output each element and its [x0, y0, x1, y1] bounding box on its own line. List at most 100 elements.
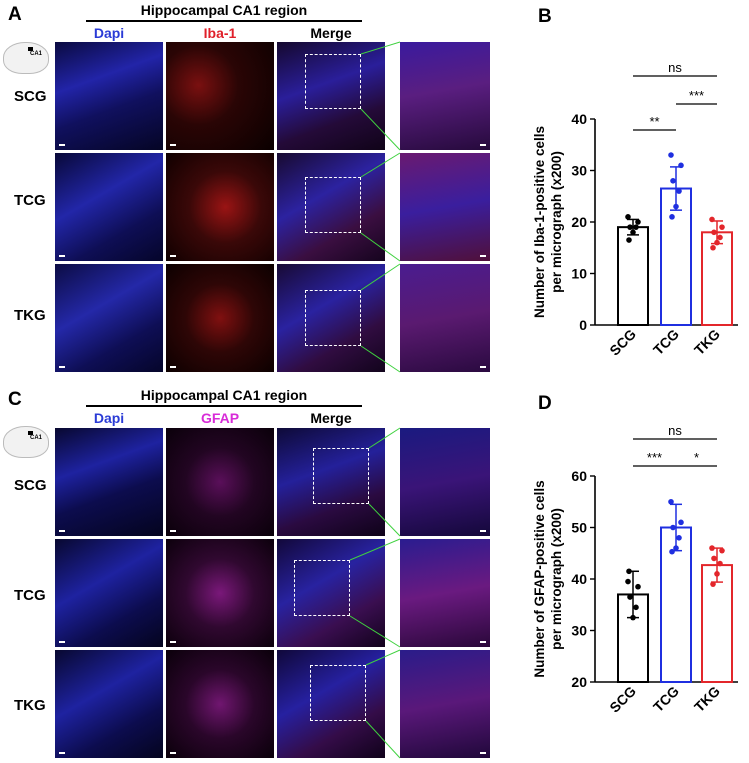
- chart-d-y-tick-label: 60: [571, 468, 587, 484]
- panel-a-header-rule: [86, 20, 362, 22]
- chart-d-point-tcg: [669, 548, 675, 555]
- panel-a-letter: A: [8, 4, 22, 25]
- micrograph-c-tcg-gfap: [166, 539, 274, 647]
- panel-a-col-merge: Merge: [310, 25, 352, 41]
- micrograph-a-tcg-merge: [277, 153, 385, 261]
- chart-b-point-tkg: [714, 239, 720, 246]
- chart-b-x-tick-label: SCG: [606, 326, 639, 359]
- chart-b-point-scg: [627, 224, 633, 230]
- panel-a-row-scg: SCG: [14, 88, 47, 105]
- panel-c-brain-marker: [28, 431, 33, 435]
- micrograph-a-tkg-merge: [277, 264, 385, 372]
- micrograph-c-scg-dapi: [55, 428, 163, 536]
- scale-bar: [170, 366, 176, 368]
- chart-iba1: 0 10 20 30 40 Number of Iba-1-positive cells p…: [532, 60, 738, 359]
- scale-bar: [170, 530, 176, 532]
- micrograph-c-tcg-dapi: [55, 539, 163, 647]
- panel-a-brain-label: CA1: [30, 51, 43, 57]
- panel-c-header-rule: [86, 405, 362, 407]
- chart-b-point-tkg: [719, 224, 725, 230]
- chart-d-point-tcg: [673, 545, 679, 551]
- chart-b-point-scg: [633, 224, 639, 230]
- chart-d-y-tick-label: 40: [571, 571, 587, 587]
- scale-bar: [59, 144, 65, 146]
- micrograph-a-scg-iba1: [166, 42, 274, 150]
- chart-b-point-tcg: [669, 214, 675, 220]
- scale-bar: [480, 255, 486, 257]
- scale-bar: [59, 641, 65, 643]
- chart-b-x-tick-label: TKG: [691, 326, 723, 358]
- chart-d-point-scg: [626, 568, 632, 575]
- panel-c-row-tcg: TCG: [14, 587, 46, 604]
- micrograph-a-tcg-zoom: [400, 153, 490, 261]
- zoom-box: [305, 290, 361, 346]
- micrograph-a-tcg-dapi: [55, 153, 163, 261]
- chart-b-sig-label: **: [649, 114, 659, 129]
- zoom-box: [313, 448, 369, 504]
- micrograph-a-scg-dapi: [55, 42, 163, 150]
- chart-b-point-tkg: [709, 216, 715, 223]
- chart-d-point-scg: [635, 583, 641, 590]
- panel-c-col-merge: Merge: [310, 410, 352, 426]
- scale-bar: [480, 366, 486, 368]
- micrograph-a-tkg-iba1: [166, 264, 274, 372]
- chart-b-y-tick-label: 40: [571, 111, 587, 127]
- chart-b-x-tick-label: TCG: [650, 326, 682, 358]
- chart-d-point-tkg: [719, 547, 725, 554]
- chart-b-y-label-line2: per micrograph (x200): [549, 151, 564, 293]
- chart-d-point-tkg: [710, 581, 716, 587]
- chart-d-sig-label: *: [694, 450, 699, 465]
- scale-bar: [59, 752, 65, 754]
- scale-bar: [170, 752, 176, 754]
- chart-d-point-tcg: [670, 524, 676, 531]
- chart-gfap: 20 30 40 50 60 Number of GFAP-positive cells p…: [532, 423, 738, 716]
- micrograph-a-tkg-dapi: [55, 264, 163, 372]
- micrograph-c-tkg-zoom: [400, 650, 490, 758]
- chart-b-point-scg: [625, 214, 631, 220]
- chart-d-bar-tkg: [701, 564, 733, 683]
- micrograph-c-tkg-gfap: [166, 650, 274, 758]
- panel-a-row-tcg: TCG: [14, 192, 46, 209]
- chart-d-y-label-line1: Number of GFAP-positive cells: [532, 480, 547, 677]
- chart-d-point-scg: [625, 578, 631, 585]
- chart-b-point-tcg: [670, 178, 676, 184]
- chart-d-y-tick-label: 50: [571, 520, 587, 536]
- chart-b-point-tkg: [711, 229, 717, 236]
- scale-bar: [59, 366, 65, 368]
- zoom-box: [305, 177, 361, 233]
- panel-a-row-tkg: TKG: [14, 307, 46, 324]
- scale-bar: [170, 144, 176, 146]
- chart-d-point-tkg: [714, 571, 720, 577]
- chart-b-point-tcg: [673, 203, 679, 210]
- chart-d-point-scg: [630, 614, 636, 621]
- micrograph-a-tkg-zoom: [400, 264, 490, 372]
- chart-d-point-tkg: [711, 555, 717, 562]
- chart-d-y-label-line2: per micrograph (x200): [549, 508, 564, 650]
- chart-b-y-tick-label: 10: [571, 266, 587, 282]
- chart-b-y-label-line1: Number of Iba-1-positive cells: [532, 126, 547, 318]
- chart-d-point-tcg: [676, 535, 682, 541]
- chart-b-point-scg: [635, 219, 641, 225]
- panel-a-zoom-connectors: [360, 41, 401, 373]
- panel-c-col-gfap: GFAP: [200, 410, 240, 426]
- micrograph-c-tkg-dapi: [55, 650, 163, 758]
- micrograph-a-tcg-iba1: [166, 153, 274, 261]
- chart-b-point-tkg: [717, 234, 723, 241]
- scale-bar: [480, 530, 486, 532]
- chart-b-point-tcg: [668, 152, 674, 158]
- chart-d-x-tick-label: TCG: [650, 683, 682, 715]
- zoom-box: [310, 665, 366, 721]
- chart-d-y-tick-label: 30: [571, 623, 587, 639]
- chart-d-sig-label: ns: [668, 423, 682, 438]
- chart-b-y-tick-label: 0: [579, 317, 587, 333]
- scale-bar: [480, 752, 486, 754]
- scale-bar: [59, 255, 65, 257]
- chart-b-bar-scg: [617, 226, 649, 326]
- scale-bar: [170, 641, 176, 643]
- chart-b-sig-label: ***: [689, 88, 704, 103]
- chart-d-sig-label: ***: [647, 450, 662, 465]
- chart-d-point-tcg: [678, 519, 684, 526]
- chart-d-point-tkg: [709, 545, 715, 551]
- chart-d-point-scg: [627, 594, 633, 600]
- panel-c-header: Hippocampal CA1 region: [140, 387, 308, 403]
